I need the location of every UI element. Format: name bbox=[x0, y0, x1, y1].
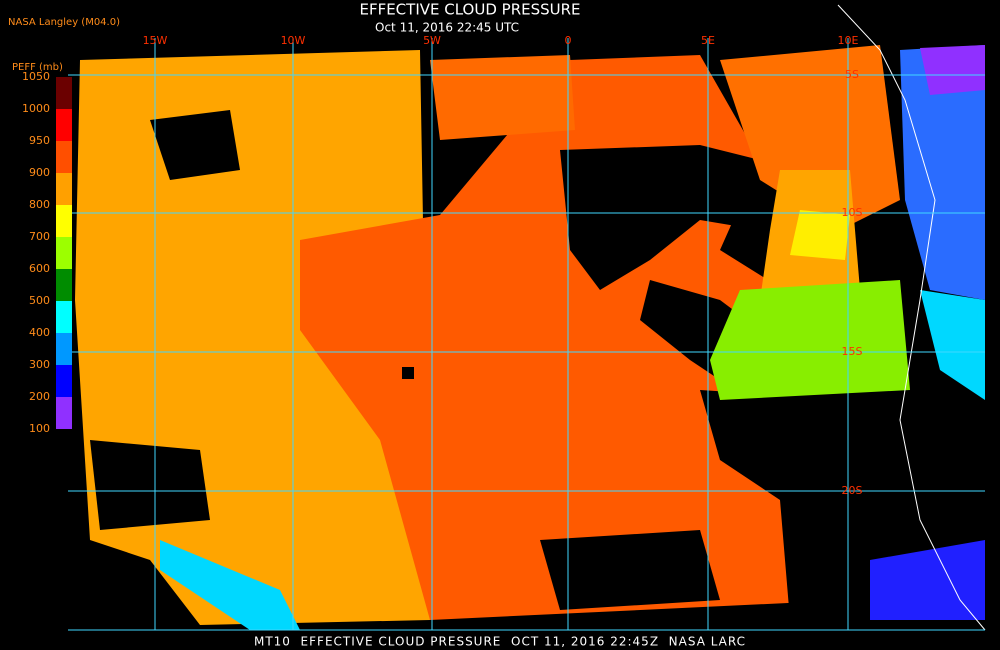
colorbar-swatch bbox=[56, 109, 72, 141]
colorbar-tick-label: 700 bbox=[29, 230, 50, 243]
subtitle: Oct 11, 2016 22:45 UTC bbox=[375, 21, 519, 35]
colorbar-swatch bbox=[56, 77, 72, 109]
colorbar-tick-label: 200 bbox=[29, 390, 50, 403]
colorbar-swatch bbox=[56, 141, 72, 173]
colorbar-swatch bbox=[56, 205, 72, 237]
source-label: NASA Langley (M04.0) bbox=[8, 17, 120, 28]
colorbar-tick-label: 500 bbox=[29, 294, 50, 307]
colorbar-tick-label: 900 bbox=[29, 166, 50, 179]
colorbar-tick-label: 1050 bbox=[22, 70, 50, 83]
colorbar-swatch bbox=[56, 333, 72, 365]
colorbar-tick-label: 800 bbox=[29, 198, 50, 211]
latitude-label: 15S bbox=[842, 345, 863, 358]
colorbar-label: PEFF (mb) bbox=[12, 62, 63, 73]
longitude-label: 10W bbox=[281, 34, 306, 47]
colorbar-swatch bbox=[56, 173, 72, 205]
colorbar-tick-label: 1000 bbox=[22, 102, 50, 115]
longitude-label: 5E bbox=[701, 34, 715, 47]
longitude-label: 15W bbox=[143, 34, 168, 47]
colorbar-swatch bbox=[56, 365, 72, 397]
footer: MT10 EFFECTIVE CLOUD PRESSURE OCT 11, 20… bbox=[254, 635, 746, 649]
longitude-label: 0 bbox=[565, 34, 572, 47]
colorbar-swatch bbox=[56, 269, 72, 301]
latitude-label: 10S bbox=[842, 206, 863, 219]
colorbar-swatch bbox=[56, 237, 72, 269]
latitude-label: 5S bbox=[845, 68, 859, 81]
colorbar-tick-label: 100 bbox=[29, 422, 50, 435]
longitude-label: 10E bbox=[838, 34, 859, 47]
colorbar-tick-label: 300 bbox=[29, 358, 50, 371]
map-imagery bbox=[68, 4, 986, 631]
longitude-label: 5W bbox=[423, 34, 441, 47]
colorbar-tick-label: 600 bbox=[29, 262, 50, 275]
colorbar-swatch bbox=[56, 397, 72, 429]
colorbar-tick-label: 950 bbox=[29, 134, 50, 147]
colorbar-swatch bbox=[56, 301, 72, 333]
colorbar-tick-label: 400 bbox=[29, 326, 50, 339]
latitude-label: 20S bbox=[842, 484, 863, 497]
title: EFFECTIVE CLOUD PRESSURE bbox=[359, 1, 580, 19]
graticule bbox=[68, 38, 985, 631]
